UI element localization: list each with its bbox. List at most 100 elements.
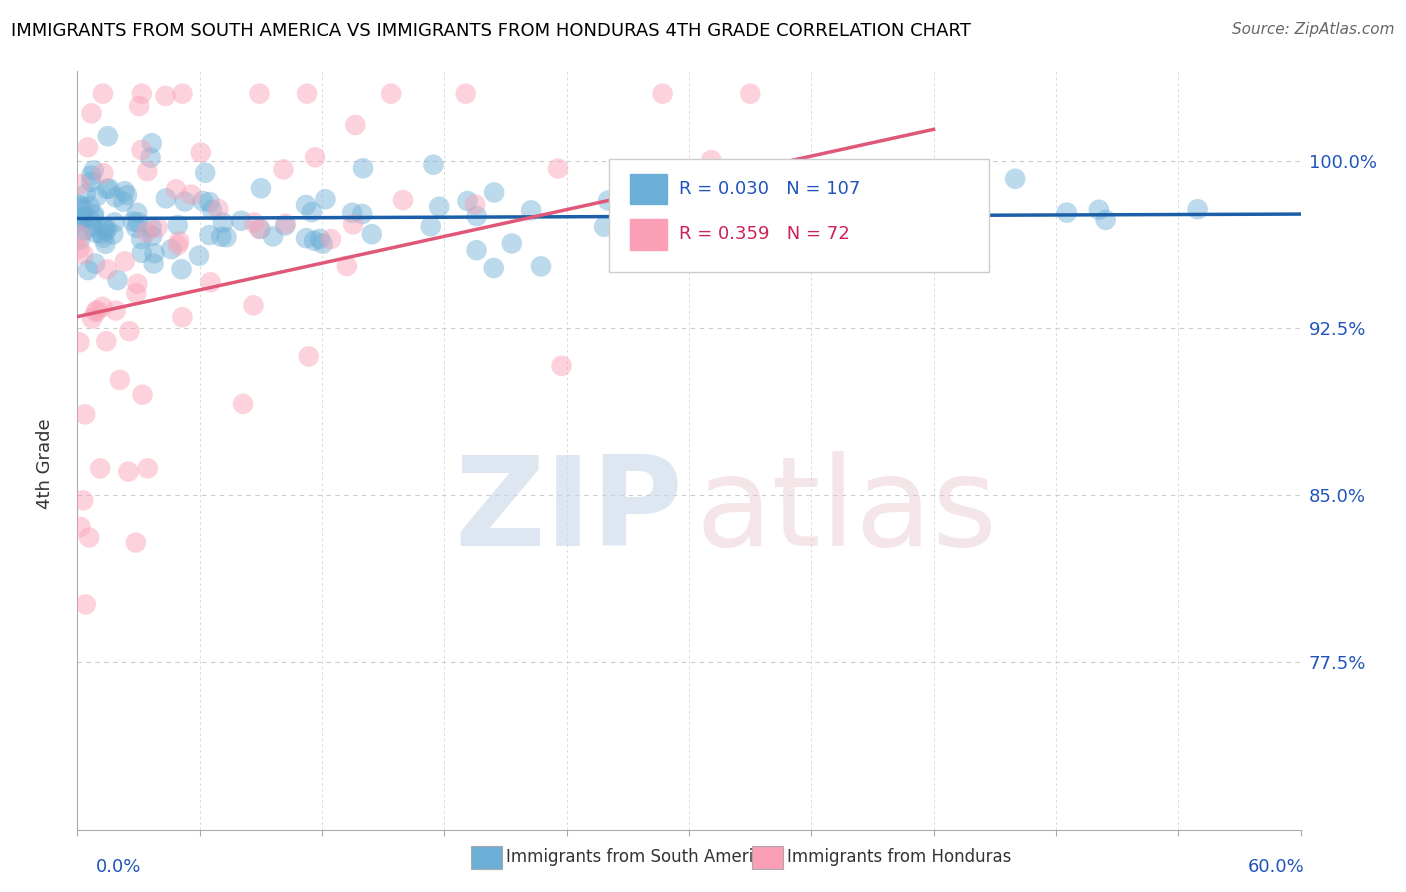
Point (112, 194, 135, 209)
Point (173, 194, 195, 209)
Point (247, 221, 270, 235)
Point (86, 189, 108, 203)
Point (250, 181, 273, 195)
Point (1088, 202, 1111, 217)
Point (82, 311, 104, 326)
Point (482, 186, 505, 200)
Point (180, 187, 202, 202)
Text: 60.0%: 60.0% (1249, 858, 1305, 876)
Point (94, 236, 117, 251)
Point (200, 275, 222, 289)
FancyBboxPatch shape (630, 174, 666, 204)
Point (547, 161, 569, 176)
Point (274, 217, 297, 231)
Text: ZIP: ZIP (454, 450, 683, 572)
Point (139, 151, 162, 165)
Point (97, 129, 120, 144)
Point (301, 205, 323, 219)
Point (166, 218, 188, 232)
Point (91, 166, 114, 180)
Point (80, 169, 103, 183)
Point (744, 188, 766, 202)
Point (319, 232, 342, 246)
Point (249, 222, 271, 236)
Point (308, 232, 330, 246)
Point (231, 213, 253, 227)
Point (295, 231, 318, 245)
Point (464, 197, 486, 211)
Text: R = 0.030   N = 107: R = 0.030 N = 107 (679, 180, 860, 198)
Point (188, 249, 211, 263)
Point (155, 191, 177, 205)
Point (84, 305, 107, 319)
Point (67, 335, 90, 350)
Point (127, 277, 149, 291)
Point (172, 87, 194, 101)
Point (215, 230, 238, 244)
Point (232, 397, 254, 411)
Point (165, 182, 187, 196)
Point (190, 145, 212, 160)
Point (918, 191, 941, 205)
Point (352, 161, 374, 176)
Point (550, 359, 572, 373)
Point (70, 214, 93, 228)
Point (191, 194, 214, 208)
Point (598, 194, 620, 208)
Point (73, 223, 96, 237)
Point (72, 202, 94, 217)
Point (84, 256, 107, 270)
Point (908, 168, 931, 182)
Point (273, 162, 295, 177)
Text: 0.0%: 0.0% (96, 858, 141, 876)
Point (142, 256, 165, 270)
Point (172, 310, 194, 325)
Point (135, 225, 157, 239)
Point (167, 238, 190, 252)
Point (465, 243, 488, 257)
Point (118, 324, 141, 338)
FancyBboxPatch shape (630, 219, 666, 250)
Point (953, 211, 976, 225)
Point (645, 225, 668, 239)
Point (91, 87, 114, 101)
Point (340, 206, 363, 220)
Point (336, 259, 359, 273)
FancyBboxPatch shape (609, 159, 988, 272)
Point (419, 219, 441, 234)
Point (392, 193, 415, 207)
Point (77, 140, 100, 154)
Point (86, 303, 108, 318)
Point (131, 143, 153, 157)
Point (456, 194, 478, 208)
Point (141, 136, 163, 151)
Point (141, 228, 163, 243)
Point (69, 178, 91, 192)
Point (72, 210, 94, 224)
Point (75, 186, 97, 201)
Text: atlas: atlas (695, 450, 997, 572)
Point (75, 408, 97, 422)
Point (90, 227, 112, 241)
Point (125, 535, 148, 549)
Point (304, 150, 326, 164)
Point (114, 184, 136, 198)
Point (82, 219, 104, 234)
Point (520, 203, 543, 218)
Point (155, 89, 177, 103)
Point (136, 164, 159, 178)
Point (80, 175, 103, 189)
Point (108, 373, 131, 387)
Point (651, 87, 673, 101)
Point (298, 350, 321, 364)
Point (77, 531, 100, 545)
Point (96, 222, 118, 236)
Point (104, 190, 127, 204)
Point (69, 520, 91, 534)
Point (1094, 212, 1116, 227)
Point (115, 188, 138, 202)
Point (314, 192, 336, 206)
Point (312, 236, 335, 251)
Point (198, 195, 221, 210)
Point (380, 87, 402, 101)
